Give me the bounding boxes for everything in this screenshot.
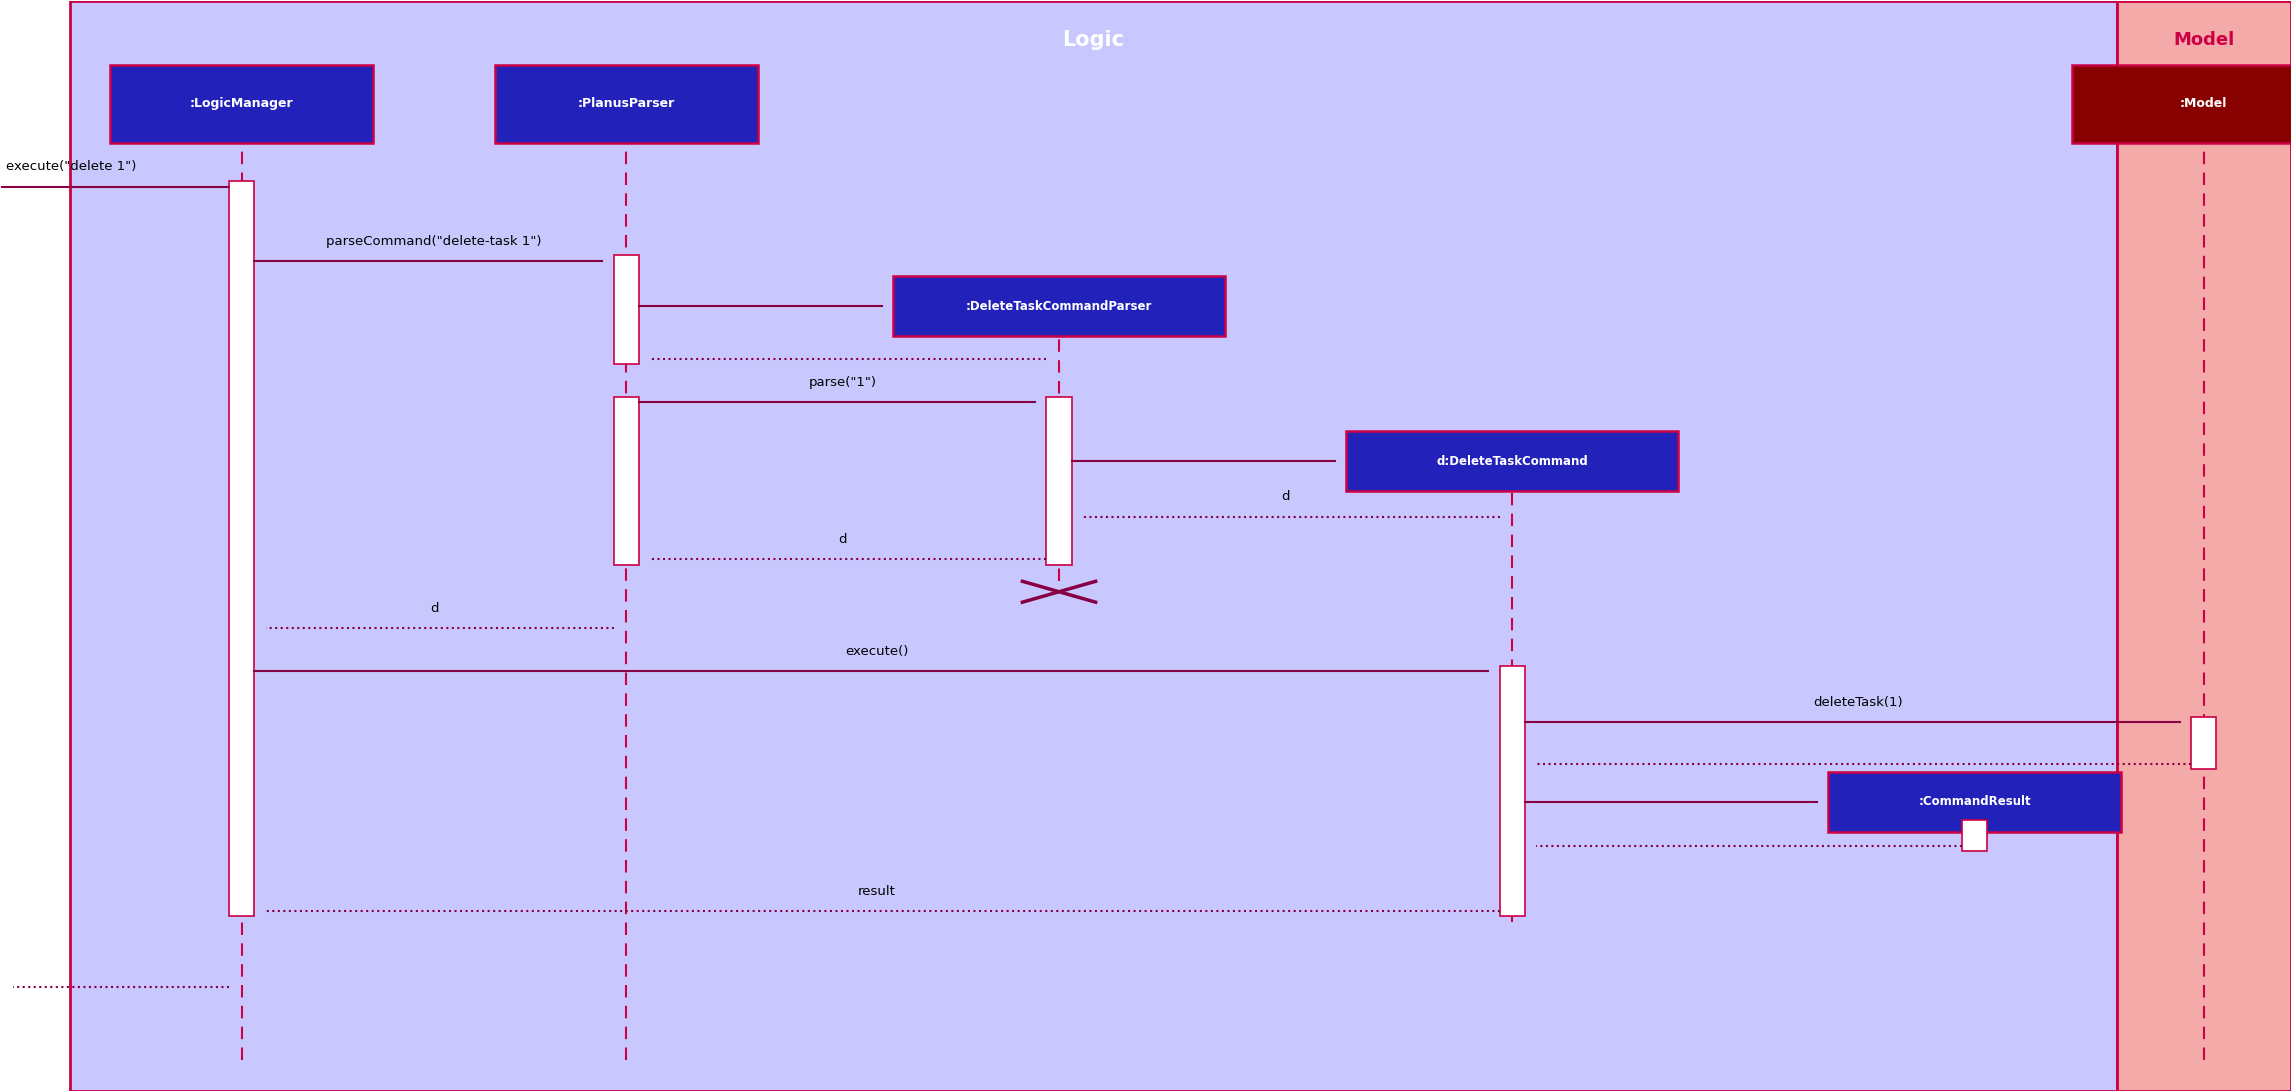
Text: :LogicManager: :LogicManager [190,97,293,110]
Bar [2116,1,2290,1091]
Text: d:DeleteTaskCommand: d:DeleteTaskCommand [1437,454,1588,467]
Bar [614,256,639,364]
Bar [110,64,374,143]
Bar [1829,772,2120,832]
Text: d: d [431,602,438,615]
Bar [894,276,1224,336]
Bar [71,1,2116,1091]
Text: parse("1"): parse("1") [809,376,876,389]
Text: d: d [839,533,848,546]
Bar [2191,717,2216,769]
Text: :DeleteTaskCommandParser: :DeleteTaskCommandParser [965,300,1153,313]
Bar [614,396,639,565]
Bar [1499,666,1524,916]
Text: :PlanusParser: :PlanusParser [578,97,674,110]
Text: Model: Model [2173,31,2235,48]
Text: :CommandResult: :CommandResult [1918,795,2031,808]
Text: :Model: :Model [2180,97,2228,110]
Text: execute("delete 1"): execute("delete 1") [7,161,135,174]
Bar [1047,396,1073,565]
Text: parseCommand("delete-task 1"): parseCommand("delete-task 1") [325,235,541,248]
Bar [2072,64,2292,143]
Text: execute(): execute() [846,645,908,658]
Bar [495,64,759,143]
Bar [229,181,254,916]
Text: d: d [1281,490,1290,503]
Text: result: result [857,885,896,898]
Bar [1345,431,1678,491]
Bar [1962,820,1987,851]
Text: deleteTask(1): deleteTask(1) [1813,697,1902,710]
Text: Logic: Logic [1063,29,1125,49]
